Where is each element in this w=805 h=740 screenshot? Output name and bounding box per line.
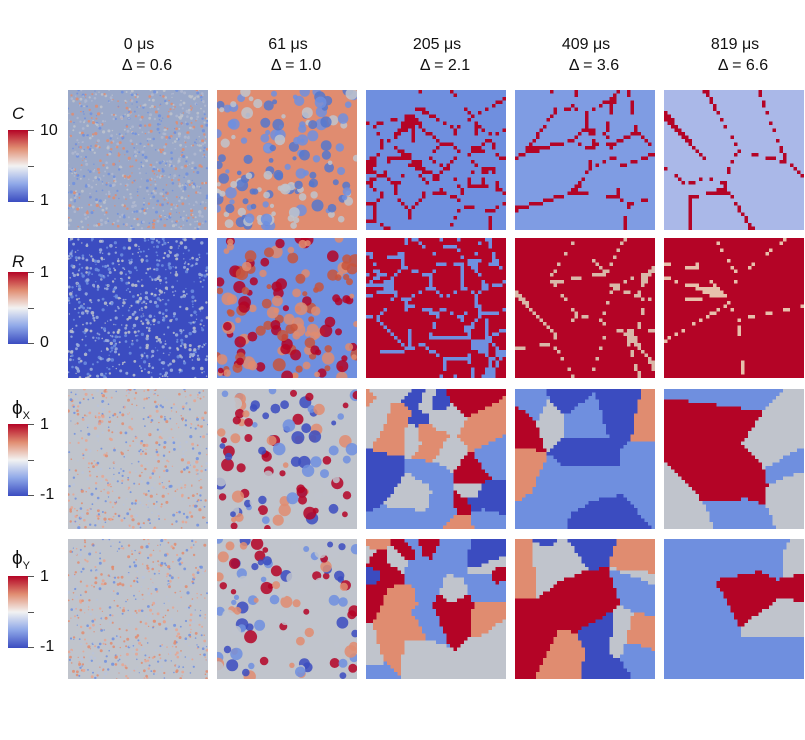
- panel-r-t2: [366, 238, 506, 378]
- phi-symbol: ϕ: [12, 548, 23, 569]
- panel-phiy-t0: [68, 539, 208, 679]
- panel-r-t0: [68, 238, 208, 378]
- phi-subscript: Y: [23, 560, 30, 572]
- panel-phix-t3: [515, 389, 655, 529]
- colorbar-min: -1: [40, 487, 54, 503]
- panel-c-t0: [68, 90, 208, 230]
- colorbar-tick: [28, 576, 34, 577]
- colorbar-tick: [28, 343, 34, 344]
- time-label: 0 μs: [124, 36, 155, 53]
- column-header-1: 61 μs Δ = 1.0: [213, 34, 363, 76]
- colorbar-label-r: R: [12, 252, 24, 272]
- colorbar-tick: [28, 424, 34, 425]
- phi-symbol: ϕ: [12, 398, 23, 419]
- colorbar-max: 1: [40, 569, 49, 585]
- colorbar-min: 1: [40, 193, 49, 209]
- colorbar-phi-x: [8, 424, 28, 496]
- colorbar-r: [8, 272, 28, 344]
- panel-c-t2: [366, 90, 506, 230]
- time-label: 819 μs: [711, 36, 759, 53]
- colorbar-tick: [28, 612, 34, 613]
- colorbar-tick: [28, 166, 34, 167]
- colorbar-label-c: C: [12, 104, 24, 124]
- delta-label: Δ = 0.6: [64, 55, 214, 76]
- column-header-0: 0 μs Δ = 0.6: [64, 34, 214, 76]
- delta-label: Δ = 1.0: [213, 55, 363, 76]
- colorbar-tick: [28, 647, 34, 648]
- column-header-3: 409 μs Δ = 3.6: [511, 34, 661, 76]
- colorbar-tick: [28, 460, 34, 461]
- colorbar-label-phi-x: ϕX: [12, 398, 30, 422]
- colorbar-label-phi-y: ϕY: [12, 548, 30, 572]
- colorbar-max: 1: [40, 265, 49, 281]
- panel-phix-t1: [217, 389, 357, 529]
- time-label: 61 μs: [268, 36, 307, 53]
- panel-phiy-t4: [664, 539, 804, 679]
- delta-label: Δ = 2.1: [362, 55, 512, 76]
- colorbar-max: 10: [40, 123, 58, 139]
- column-header-4: 819 μs Δ = 6.6: [660, 34, 805, 76]
- panel-phiy-t2: [366, 539, 506, 679]
- panel-r-t1: [217, 238, 357, 378]
- colorbar-max: 1: [40, 417, 49, 433]
- panel-phix-t4: [664, 389, 804, 529]
- column-header-2: 205 μs Δ = 2.1: [362, 34, 512, 76]
- panel-r-t4: [664, 238, 804, 378]
- time-label: 409 μs: [562, 36, 610, 53]
- colorbar-tick: [28, 495, 34, 496]
- panel-c-t1: [217, 90, 357, 230]
- colorbar-min: -1: [40, 639, 54, 655]
- panel-phix-t0: [68, 389, 208, 529]
- delta-label: Δ = 6.6: [660, 55, 805, 76]
- colorbar-tick: [28, 130, 34, 131]
- time-label: 205 μs: [413, 36, 461, 53]
- colorbar-tick: [28, 201, 34, 202]
- panel-phiy-t1: [217, 539, 357, 679]
- delta-label: Δ = 3.6: [511, 55, 661, 76]
- panel-r-t3: [515, 238, 655, 378]
- colorbar-c: [8, 130, 28, 202]
- panel-c-t3: [515, 90, 655, 230]
- phi-subscript: X: [23, 410, 30, 422]
- colorbar-tick: [28, 308, 34, 309]
- colorbar-phi-y: [8, 576, 28, 648]
- panel-c-t4: [664, 90, 804, 230]
- colorbar-min: 0: [40, 335, 49, 351]
- panel-phiy-t3: [515, 539, 655, 679]
- panel-phix-t2: [366, 389, 506, 529]
- colorbar-tick: [28, 272, 34, 273]
